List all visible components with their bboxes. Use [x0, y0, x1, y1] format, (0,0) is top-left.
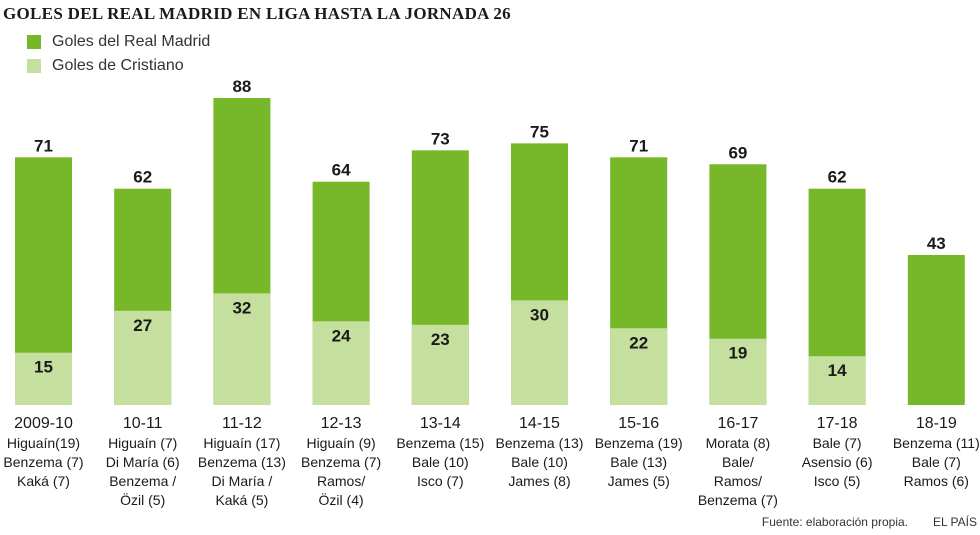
- source-note: Fuente: elaboración propia.: [761, 515, 908, 529]
- scorer-line: Di María /: [212, 473, 273, 489]
- scorer-line: Higuaín(19): [7, 435, 80, 451]
- scorer-line: Di María (6): [106, 454, 180, 470]
- x-tick-label-15-16: 15-16: [618, 415, 659, 432]
- bar-cristiano-16-17: [709, 338, 767, 405]
- bar-cristiano-15-16: [610, 328, 668, 405]
- x-tick-label-11-12: 11-12: [222, 415, 262, 432]
- data-label-cristiano-11-12: 32: [232, 298, 251, 317]
- data-label-total-15-16: 71: [629, 136, 648, 155]
- scorer-line: Kaká (7): [17, 473, 70, 489]
- x-tick-label-16-17: 16-17: [717, 415, 758, 432]
- data-label-cristiano-10-11: 27: [133, 316, 152, 335]
- legend-swatch-real-madrid: [27, 35, 41, 49]
- data-label-total-13-14: 73: [431, 129, 450, 148]
- scorer-line: Isco (5): [814, 473, 861, 489]
- scorer-line: Benzema (7): [698, 492, 778, 508]
- x-tick-label-13-14: 13-14: [420, 415, 461, 432]
- publisher-brand: EL PAÍS: [932, 515, 977, 529]
- data-label-cristiano-14-15: 30: [530, 305, 549, 324]
- scorer-line: Higuaín (7): [108, 435, 177, 451]
- scorer-line: Benzema (15): [396, 435, 484, 451]
- x-tick-label-17-18: 17-18: [817, 415, 858, 432]
- bar-cristiano-11-12: [213, 293, 271, 405]
- scorer-line: Bale (13): [610, 454, 667, 470]
- scorer-line: Benzema (19): [595, 435, 683, 451]
- x-tick-label-12-13: 12-13: [321, 415, 362, 432]
- bar-cristiano-2009-10: [15, 352, 72, 405]
- scorer-line: Ramos/: [714, 473, 762, 489]
- scorer-line: Isco (7): [417, 473, 464, 489]
- scorer-line: Higuaín (17): [203, 435, 280, 451]
- scorer-line: James (8): [508, 473, 570, 489]
- data-label-total-2009-10: 71: [34, 136, 53, 155]
- scorer-line: Özil (4): [319, 491, 364, 508]
- data-label-total-17-18: 62: [828, 168, 847, 187]
- data-label-total-12-13: 64: [332, 161, 351, 180]
- scorer-line: Bale (7): [912, 454, 961, 470]
- data-label-cristiano-2009-10: 15: [34, 358, 53, 377]
- scorer-line: Morata (8): [706, 435, 771, 451]
- bar-cristiano-12-13: [312, 321, 370, 405]
- scorer-line: Benzema /: [109, 473, 176, 489]
- legend-swatch-cristiano: [27, 59, 41, 73]
- scorer-line: Bale (7): [813, 435, 862, 451]
- data-label-cristiano-15-16: 22: [629, 333, 648, 352]
- scorer-line: Benzema (13): [496, 435, 584, 451]
- data-label-total-14-15: 75: [530, 122, 549, 141]
- x-tick-label-14-15: 14-15: [519, 415, 560, 432]
- scorer-line: Kaká (5): [215, 492, 268, 508]
- scorer-line: Asensio (6): [802, 454, 873, 470]
- x-tick-label-2009-10: 2009-10: [14, 415, 73, 432]
- legend-label-real-madrid: Goles del Real Madrid: [52, 33, 211, 50]
- chart-title: GOLES DEL REAL MADRID EN LIGA HASTA LA J…: [3, 4, 511, 23]
- scorer-line: Ramos (6): [904, 473, 969, 489]
- scorer-line: Ramos/: [317, 473, 365, 489]
- scorer-line: Özil (5): [120, 491, 165, 508]
- data-label-cristiano-16-17: 19: [728, 344, 747, 363]
- bar-total-18-19: [907, 254, 965, 405]
- data-label-total-16-17: 69: [728, 143, 747, 162]
- scorer-line: Bale/: [722, 454, 754, 470]
- scorer-line: Bale (10): [412, 454, 469, 470]
- scorer-line: Benzema (7): [3, 454, 83, 470]
- bar-cristiano-13-14: [411, 324, 469, 405]
- legend-item-real-madrid: Goles del Real Madrid: [27, 32, 210, 52]
- scorer-line: Higuaín (9): [306, 435, 375, 451]
- data-label-total-10-11: 62: [133, 168, 152, 187]
- legend-label-cristiano: Goles de Cristiano: [52, 57, 184, 74]
- bar-cristiano-17-18: [808, 356, 866, 405]
- bar-cristiano-10-11: [114, 310, 172, 405]
- data-label-cristiano-17-18: 14: [828, 361, 847, 380]
- data-label-total-11-12: 88: [232, 77, 251, 96]
- scorer-line: Benzema (7): [301, 454, 381, 470]
- data-label-total-18-19: 43: [927, 234, 946, 253]
- scorer-line: Bale (10): [511, 454, 568, 470]
- data-label-cristiano-12-13: 24: [332, 326, 351, 345]
- x-tick-label-18-19: 18-19: [916, 415, 957, 432]
- bar-cristiano-14-15: [511, 300, 568, 405]
- data-label-cristiano-13-14: 23: [431, 330, 450, 349]
- scorer-line: Benzema (11): [893, 435, 980, 451]
- scorer-line: James (5): [608, 473, 670, 489]
- scorer-line: Benzema (13): [198, 454, 286, 470]
- legend-item-cristiano: Goles de Cristiano: [27, 56, 184, 76]
- x-tick-label-10-11: 10-11: [123, 415, 163, 432]
